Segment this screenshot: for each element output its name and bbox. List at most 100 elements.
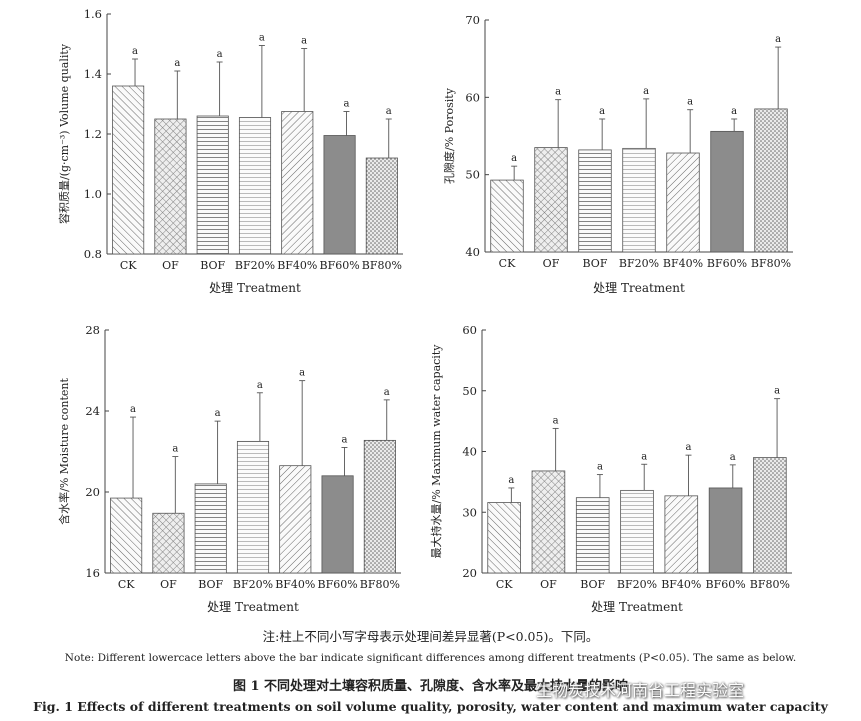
- y-tick-label: 40: [462, 445, 477, 459]
- y-axis-label: 含水率/% Moisture content: [57, 378, 71, 525]
- bar-of: [154, 118, 187, 255]
- x-tick-label: CK: [499, 257, 516, 270]
- significance-letter: a: [686, 442, 692, 453]
- y-tick-label: 1.2: [84, 127, 102, 141]
- x-tick-label: BF20%: [233, 578, 273, 591]
- significance-letter: a: [341, 434, 347, 445]
- significance-letter: a: [553, 415, 559, 426]
- x-tick-label: BF60%: [707, 257, 747, 270]
- significance-letter: a: [301, 36, 307, 47]
- bar-bf20pct: [622, 147, 656, 253]
- x-tick-label: BOF: [583, 257, 608, 270]
- significance-letter: a: [643, 86, 649, 97]
- x-axis-label: 处理 Treatment: [593, 281, 685, 295]
- bar-bof: [578, 149, 612, 253]
- y-tick-label: 0.8: [84, 247, 102, 261]
- x-tick-label: BF20%: [619, 257, 659, 270]
- x-tick-label: OF: [162, 259, 179, 272]
- significance-letter: a: [775, 34, 781, 45]
- figure-title-chinese: 图 1 不同处理对土壤容积质量、孔隙度、含水率及最大持水量的影响: [232, 679, 629, 694]
- x-tick-label: CK: [496, 578, 513, 591]
- bar-bof: [196, 115, 229, 255]
- y-tick-label: 60: [465, 90, 480, 104]
- significance-letter: a: [257, 380, 263, 391]
- y-tick-label: 1.6: [84, 7, 102, 21]
- y-tick-label: 1.4: [84, 67, 102, 81]
- significance-letter: a: [774, 386, 780, 397]
- bar-bf40pct: [279, 465, 312, 574]
- bar-ck: [490, 179, 524, 253]
- significance-letter: a: [172, 444, 178, 455]
- bar-bf60pct: [708, 487, 743, 574]
- significance-letter: a: [599, 106, 605, 117]
- y-tick-label: 20: [85, 485, 100, 499]
- y-tick-label: 40: [465, 245, 480, 259]
- x-tick-label: OF: [543, 257, 560, 270]
- significance-letter: a: [130, 404, 136, 415]
- y-tick-label: 30: [462, 505, 477, 519]
- significance-letter: a: [259, 33, 265, 44]
- significance-letter: a: [511, 153, 517, 164]
- bar-bf40pct: [666, 152, 700, 253]
- significance-letter: a: [730, 452, 736, 463]
- x-tick-label: BF20%: [235, 259, 275, 272]
- bar-bf20pct: [238, 117, 272, 255]
- significance-letter: a: [386, 106, 392, 117]
- x-tick-label: OF: [540, 578, 557, 591]
- x-tick-label: BOF: [200, 259, 225, 272]
- watermark: 生物炭技术河南省工程实验室: [536, 681, 745, 700]
- y-axis-label: 最大持水量/% Maximum water capacity: [429, 344, 443, 559]
- bar-ck: [487, 502, 521, 574]
- significance-letter: a: [597, 462, 603, 473]
- bar-bof: [575, 497, 610, 574]
- bar-bf20pct: [620, 489, 654, 574]
- x-tick-label: CK: [120, 259, 137, 272]
- y-tick-label: 20: [462, 566, 477, 580]
- bar-bof: [194, 483, 227, 574]
- x-tick-label: BF40%: [277, 259, 317, 272]
- bar-ck: [112, 85, 145, 255]
- x-tick-label: BOF: [580, 578, 605, 591]
- bar-of: [531, 470, 566, 574]
- y-axis-label: 容积质量/(g·cm⁻³) Volume quality: [57, 43, 71, 224]
- significance-letter: a: [687, 97, 693, 108]
- significance-letter: a: [508, 475, 514, 486]
- bar-bf40pct: [664, 495, 699, 574]
- bar-of: [152, 512, 185, 574]
- bar-bf60pct: [321, 475, 354, 574]
- significance-letter: a: [555, 87, 561, 98]
- y-tick-label: 50: [465, 168, 480, 182]
- x-tick-label: CK: [118, 578, 135, 591]
- y-tick-label: 1.0: [84, 187, 102, 201]
- x-tick-label: BF60%: [319, 259, 359, 272]
- y-tick-label: 50: [462, 384, 477, 398]
- bar-bf80pct: [363, 439, 396, 574]
- bar-bf20pct: [236, 440, 270, 574]
- figure-note-english: Note: Different lowercace letters above …: [64, 652, 797, 664]
- x-tick-label: BF80%: [751, 257, 791, 270]
- significance-letter: a: [384, 387, 390, 398]
- y-tick-label: 16: [85, 566, 100, 580]
- y-tick-label: 60: [462, 323, 477, 337]
- figure-canvas: 0.8 1.0 1.2 1.4 1.6 容积质量/(g·cm⁻³) Volume qual…: [57, 7, 793, 614]
- significance-letter: a: [215, 408, 221, 419]
- significance-letter: a: [641, 451, 647, 462]
- figure-note-chinese: 注:柱上不同小写字母表示处理间差异显著(P<0.05)。下同。: [262, 629, 599, 644]
- x-tick-label: BOF: [198, 578, 223, 591]
- bar-ck: [110, 497, 143, 574]
- x-tick-label: BF80%: [362, 259, 402, 272]
- x-tick-label: BF60%: [317, 578, 357, 591]
- y-tick-label: 70: [465, 13, 480, 27]
- significance-letter: a: [731, 106, 737, 117]
- x-axis-label: 处理 Treatment: [207, 600, 299, 614]
- x-tick-label: BF40%: [275, 578, 315, 591]
- x-tick-label: BF40%: [663, 257, 703, 270]
- significance-letter: a: [343, 99, 349, 110]
- x-tick-label: OF: [160, 578, 177, 591]
- significance-letter: a: [132, 46, 138, 57]
- chart-panel-4: 20 30 40 50 60 最大持水量/% Maximum water capacity…: [429, 323, 792, 614]
- x-axis-label: 处理 Treatment: [209, 281, 301, 295]
- chart-panel-2: 40 50 60 70 孔隙度/% Porosity 处理 Treatment a CK a OF…: [442, 13, 793, 295]
- bar-bf80pct: [753, 457, 787, 574]
- significance-letter: a: [299, 368, 305, 379]
